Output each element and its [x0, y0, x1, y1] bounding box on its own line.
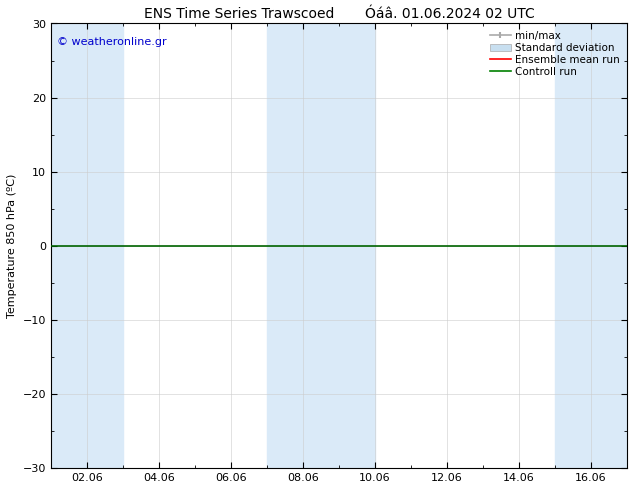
Bar [303, 24, 375, 468]
Text: © weatheronline.gr: © weatheronline.gr [56, 37, 166, 47]
Title: ENS Time Series Trawscoed       Óáâ. 01.06.2024 02 UTC: ENS Time Series Trawscoed Óáâ. 01.06.202… [143, 7, 534, 21]
Bar [51, 24, 87, 468]
Legend: min/max, Standard deviation, Ensemble mean run, Controll run: min/max, Standard deviation, Ensemble me… [488, 29, 622, 79]
Bar [555, 24, 591, 468]
Y-axis label: Temperature 850 hPa (ºC): Temperature 850 hPa (ºC) [7, 173, 17, 318]
Bar [267, 24, 303, 468]
Bar [591, 24, 627, 468]
Bar [87, 24, 123, 468]
